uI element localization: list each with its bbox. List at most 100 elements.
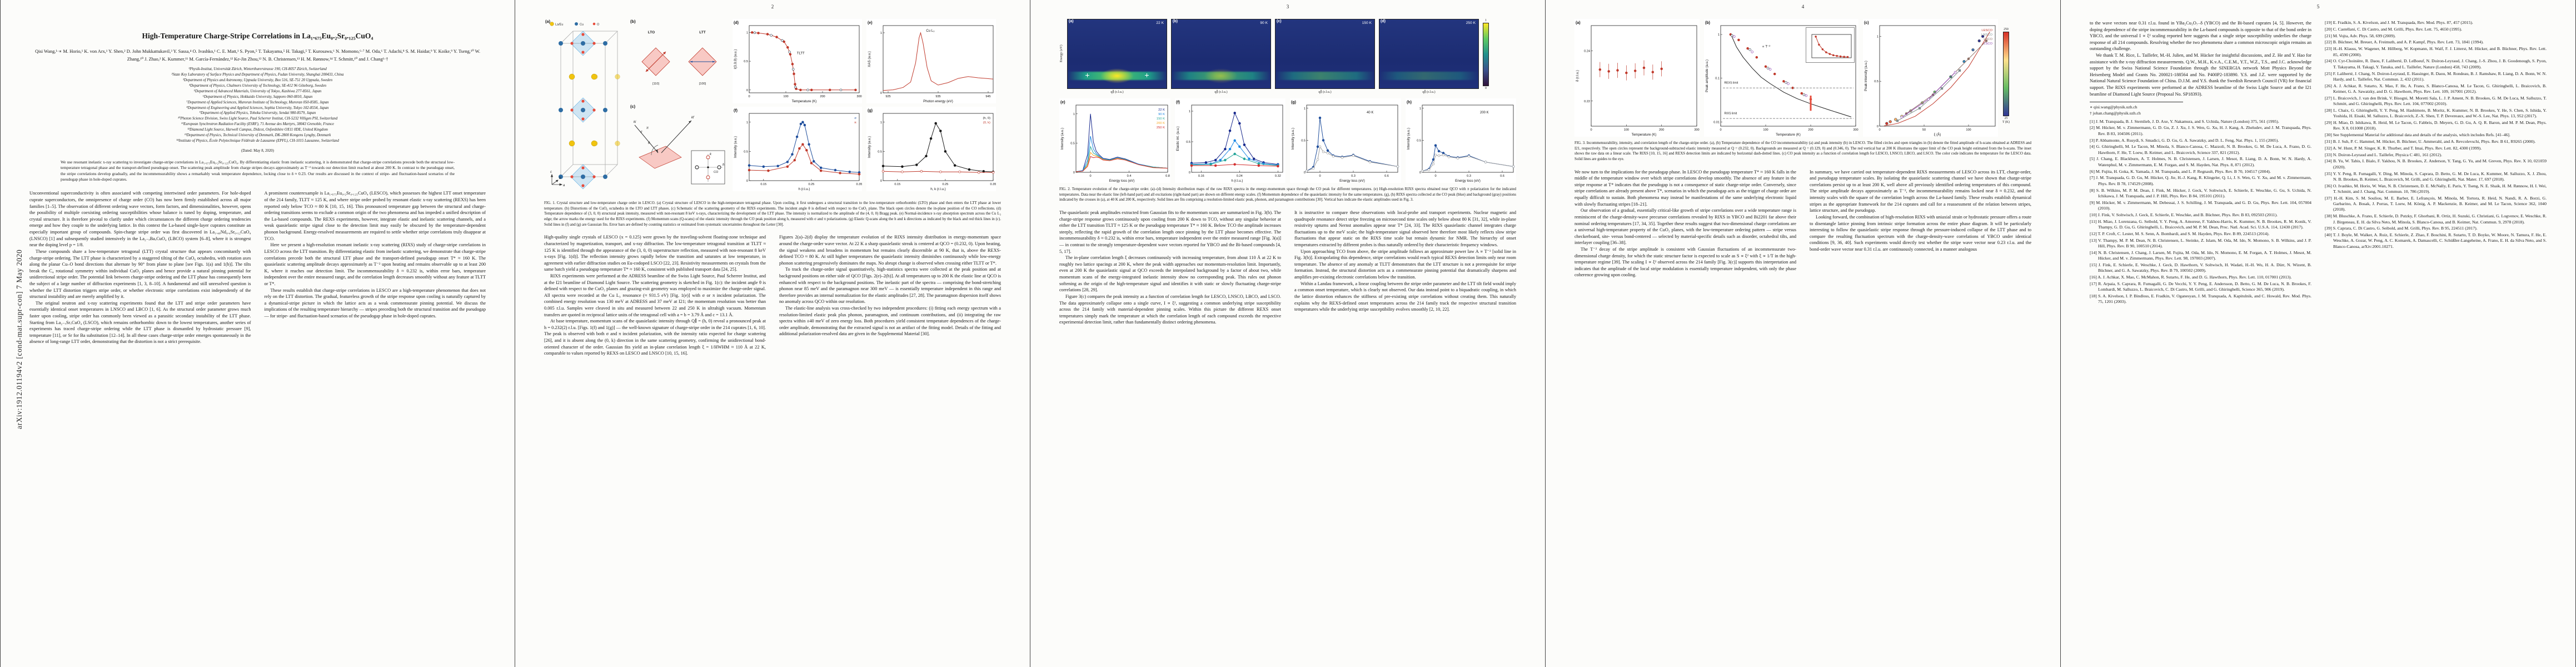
svg-text:a: a — [563, 184, 565, 187]
affiliation-line: ⁷Department of Applied Sciences, Muroran… — [186, 100, 329, 104]
svg-text:θ: θ — [648, 142, 650, 145]
svg-text:[100]: [100] — [699, 82, 706, 86]
svg-text:300: 300 — [1853, 128, 1858, 132]
column-right: A prominent counterexample is La₁.₆₇₅Eu₀… — [265, 190, 486, 658]
svg-text:0: 0 — [880, 180, 882, 183]
colorbar-max-label: 1 — [1485, 19, 1487, 22]
svg-text:0: 0 — [1720, 128, 1721, 132]
background-marker-cross — [1085, 73, 1090, 77]
abstract: We use resonant inelastic x-ray scatteri… — [61, 160, 455, 182]
reference-entry: [37] H.-H. Kim, S. M. Souliou, M. E. Bar… — [2325, 195, 2547, 212]
svg-text:300: 300 — [1694, 128, 1699, 132]
svg-text:0.5: 0.5 — [744, 60, 748, 63]
svg-text:CO: CO — [714, 171, 719, 174]
affiliation-line: ¹Physik-Institut, Universität Zürich, Wi… — [188, 67, 327, 72]
svg-text:LTO: LTO — [648, 31, 655, 34]
svg-text:0.5: 0.5 — [1070, 142, 1075, 145]
svg-text:h (r.l.u.): h (r.l.u.) — [799, 187, 810, 191]
paragraph: The T⁻² decay of the stripe amplitude is… — [1575, 246, 1796, 278]
rixs-intensity-map: 90 K — [1171, 19, 1271, 89]
reference-entry: [38] M. Bluschke, A. Frano, E. Schierle,… — [2325, 213, 2547, 225]
fig3-colorbar: 250 25 T (K) — [2002, 28, 2010, 124]
paragraph: Our observation of a gradual, essentiall… — [1575, 208, 1796, 246]
lanthanum-atoms — [569, 73, 597, 147]
svg-text:(c): (c) — [1864, 21, 1869, 25]
svg-text:(f): (f) — [1176, 101, 1180, 104]
figure-3: 0 100 200 300 0.22 0.24 (a) Temperature (K) δ (r… — [1575, 19, 2031, 162]
svg-text:1: 1 — [1419, 107, 1421, 111]
svg-text:0: 0 — [1073, 171, 1075, 175]
svg-text:0: 0 — [746, 180, 748, 183]
author-list: Qisi Wang,¹·∗ M. Horio,¹ K. von Arx,¹ Y.… — [35, 49, 480, 62]
svg-text:TLTT: TLTT — [797, 52, 805, 56]
fig2-plot-h: 0 0.3 0.6 0 0.5 1 200 K (h) Energy loss (eV) Inte… — [1405, 98, 1516, 183]
reference-entry: [4] G. Ghiringhelli, M. Le Tacon, M. Min… — [2090, 144, 2311, 155]
svg-text:0.5: 0.5 — [1302, 139, 1306, 142]
reference-entry: [25] F. Laliberté, J. Chang, N. Doiron-L… — [2325, 71, 2547, 82]
reference-entry: [12] T. P. Croft, C. Lester, M. S. Senn,… — [2090, 231, 2270, 236]
svg-text:1: 1 — [746, 121, 748, 125]
svg-text:σ: σ — [640, 131, 642, 134]
fig3-plot-c: 0 50 100 0 0.5 1 LESCO LNSCO LBCO LSCO (c) ξ (Å) Pea… — [1863, 19, 1998, 137]
reference-entry: [1] J. M. Tranquada, B. J. Sternlieb, J.… — [2090, 118, 2279, 124]
svg-text:1: 1 — [1877, 35, 1879, 38]
paragraph: In summary, we have carried out temperat… — [1810, 169, 2031, 213]
fig1-panel-a: (a) — [544, 19, 625, 194]
svg-text:1: 1 — [1304, 107, 1306, 111]
fig2-colormap-d: (d) 250 K q∥ (r.l.u.) — [1379, 19, 1479, 94]
reference-entry: [18] S. A. Kivelson, I. P. Bindloss, E. … — [2090, 293, 2311, 305]
reference-entry: [28] L. Chaix, G. Ghiringhelli, Y. Y. Pe… — [2325, 107, 2547, 119]
column-left: to the wave vectors near 0.31 r.l.u. fou… — [2090, 20, 2311, 658]
svg-text:90 K: 90 K — [1158, 113, 1165, 116]
page-3: 3 Energy (eV) (a) 22 K q∥ (r.l.u.) — [1030, 0, 1546, 667]
fig3-inset — [1806, 27, 1855, 63]
reference-entry: [31] B. J. Suh, P. C. Hammel, M. Hücker,… — [2325, 138, 2536, 144]
svg-text:k: k — [710, 153, 712, 156]
colorbar-title: T (K) — [2002, 121, 2010, 124]
svg-text:XAS (a.u.): XAS (a.u.) — [868, 51, 871, 67]
fig3-plot-b: 0 100 200 300 0.01 0.1 1 ∝ T⁻² REXS limit RIXS li… — [1704, 19, 1858, 137]
reference-list-left: [1] J. M. Tranquada, B. J. Sternlieb, J.… — [2090, 119, 2311, 305]
affiliation-line: ²State Key Laboratory of Surface Physics… — [171, 73, 344, 77]
x-axis-label: q∥ (r.l.u.) — [1422, 90, 1436, 94]
svg-text:0.22: 0.22 — [1584, 100, 1590, 103]
reference-entry: [14] N. B. Christensen, J. Chang, J. Lar… — [2090, 250, 2311, 261]
paragraph: These results establish that charge-stri… — [264, 287, 486, 319]
svg-text:0.35: 0.35 — [856, 183, 862, 186]
column-right: Figures 2(a)–2(d) display the temperatur… — [779, 234, 1001, 658]
crystal-axes — [550, 173, 563, 186]
oxygen-atoms — [570, 33, 596, 187]
svg-text:(d): (d) — [734, 21, 739, 25]
reference-entry: [40] T. J. Boyle, M. Walker, A. Ruiz, E.… — [2325, 232, 2547, 249]
svg-text:0.5: 0.5 — [878, 150, 882, 153]
svg-text:LBCO: LBCO — [1984, 38, 1992, 41]
page-number: 3 — [1286, 4, 1289, 9]
svg-text:0.16: 0.16 — [1198, 175, 1204, 178]
svg-text:Elastic int. (a.u.): Elastic int. (a.u.) — [1176, 126, 1180, 151]
affiliation-line: ⁹Department of Applied Physics, Tohoku U… — [199, 111, 316, 116]
svg-text:0.25: 0.25 — [808, 183, 814, 186]
svg-text:0.5: 0.5 — [744, 150, 748, 153]
svg-text:100: 100 — [783, 95, 788, 98]
svg-text:1: 1 — [880, 32, 882, 35]
fig2-colormap-a: (a) 22 K q∥ (r.l.u.) — [1067, 19, 1167, 94]
background-marker-cross — [1144, 73, 1149, 77]
svg-text:0: 0 — [1590, 128, 1592, 132]
svg-text:Temperature (K): Temperature (K) — [1632, 133, 1657, 137]
paragraph: Unconventional superconductivity is ofte… — [29, 191, 251, 248]
svg-text:0.5: 0.5 — [1874, 80, 1879, 83]
affiliation-line: ⁴Department of Physics, Chalmers Univers… — [188, 83, 327, 88]
colorbar-max-label: 250 — [2004, 28, 2009, 31]
page1-columns: Unconventional superconductivity is ofte… — [29, 190, 486, 658]
panel-label: (b) — [630, 19, 636, 24]
page4-columns: We now turn to the implications for the … — [1575, 169, 2031, 658]
svg-text:kf: kf — [691, 116, 695, 120]
reference-entry: [29] H. Miao, D. Ishikawa, R. Heid, M. L… — [2325, 120, 2547, 131]
svg-text:0: 0 — [1089, 175, 1091, 178]
paragraph: The in-plane correlation length ξ decrea… — [1059, 255, 1281, 293]
fig1-panel-b: (b) LTO [110] LTT — [629, 19, 728, 101]
column-right: It is instructive to compare these obser… — [1294, 210, 1516, 658]
footnote-email: † johan.chang@physik.uzh.ch — [2090, 110, 2141, 116]
svg-text:0: 0 — [1189, 171, 1190, 175]
